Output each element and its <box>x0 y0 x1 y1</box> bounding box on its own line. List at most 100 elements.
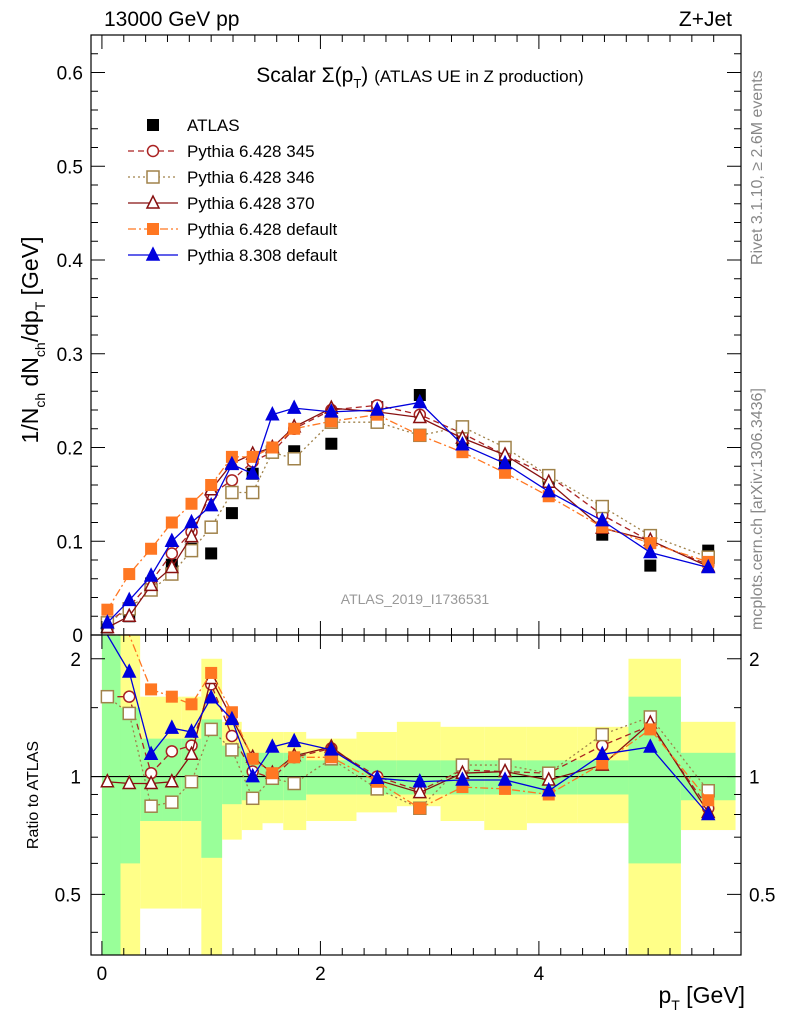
main-ylabel: 1/Nch dNch/dpT [GeV] <box>17 237 48 444</box>
data-point <box>287 776 301 791</box>
ylabel-a: 1/N <box>17 408 43 444</box>
data-point <box>203 689 219 704</box>
data-point <box>644 723 657 736</box>
data-point <box>184 774 199 789</box>
legend-marker <box>145 194 161 209</box>
legend-marker <box>147 223 159 235</box>
data-point <box>164 773 180 788</box>
data-point <box>204 520 218 534</box>
data-point <box>164 558 180 574</box>
y-tick-label: 0.1 <box>57 532 83 553</box>
data-point <box>286 732 302 748</box>
ylabel-g: [GeV] <box>17 237 43 302</box>
data-point <box>145 542 158 555</box>
data-point <box>165 745 179 758</box>
y-tick-label: 0.2 <box>57 439 83 460</box>
data-point <box>224 710 240 726</box>
data-point <box>644 559 657 572</box>
y-tick-label: 0.6 <box>57 64 83 85</box>
data-point <box>165 690 178 703</box>
series-line <box>106 414 709 611</box>
data-point <box>266 767 279 780</box>
ratio-ylabel: Ratio to ATLAS <box>25 741 42 849</box>
y-tick-label: 0.3 <box>57 345 83 366</box>
uncertainty-band-green <box>201 719 223 858</box>
data-point <box>288 751 301 764</box>
ratio-y-tick-label: 0.5 <box>55 885 81 906</box>
title-prefix: Scalar <box>256 64 321 87</box>
data-point <box>701 805 716 821</box>
data-point <box>184 745 199 761</box>
legend-marker <box>146 144 160 158</box>
ratio-series-group <box>100 634 716 821</box>
data-point <box>100 773 115 788</box>
uncertainty-band-green <box>222 745 242 805</box>
data-point <box>143 745 159 761</box>
data-point <box>596 757 609 770</box>
title-suffix: ) <box>361 64 368 87</box>
data-point <box>123 568 136 581</box>
rivet-label: Rivet 3.1.10, ≥ 2.6M events <box>749 70 766 265</box>
data-point <box>595 511 610 527</box>
xlabel-sub: T <box>671 997 680 1013</box>
xlabel-unit: [GeV] <box>680 982 745 1008</box>
data-point <box>245 767 260 783</box>
data-point <box>205 479 218 491</box>
y-tick-label: 0.5 <box>57 157 83 178</box>
ratio-y-tick-label: 2 <box>749 650 760 671</box>
legend: ATLAS Pythia 6.428 345 Pythia 6.428 346 Pyt… <box>128 116 338 265</box>
ylabel-d: ch <box>32 342 48 357</box>
title-rest: (ATLAS UE in Z production) <box>374 67 583 86</box>
data-point <box>165 795 179 809</box>
data-point <box>122 706 136 721</box>
data-point <box>541 482 556 498</box>
legend-label: Pythia 8.308 default <box>187 246 338 265</box>
legend-label: Pythia 6.428 346 <box>187 168 315 187</box>
data-point <box>287 452 301 466</box>
legend-marker <box>147 119 159 131</box>
data-point <box>412 783 428 799</box>
data-point <box>413 802 426 815</box>
ratio-y-tick-label: 1 <box>749 768 760 789</box>
data-point <box>122 607 137 622</box>
ylabel-f: T <box>32 301 48 310</box>
data-point <box>325 415 338 428</box>
data-point <box>165 547 179 560</box>
title-sub: T <box>353 76 361 91</box>
data-point <box>324 403 339 418</box>
data-point <box>245 485 260 500</box>
data-point <box>225 507 238 520</box>
data-point <box>164 719 180 734</box>
data-point <box>224 455 240 471</box>
y-tick-label: 0 <box>72 626 83 647</box>
data-point <box>205 666 218 679</box>
data-point <box>455 436 470 451</box>
legend-marker <box>145 246 161 261</box>
data-point <box>412 408 428 424</box>
ylabel-b: ch <box>32 393 48 408</box>
legend-label: Pythia 6.428 345 <box>187 142 315 161</box>
data-point <box>499 466 512 479</box>
data-point <box>144 799 158 813</box>
data-point <box>286 399 302 414</box>
analysis-id: ATLAS_2019_I1736531 <box>341 591 490 607</box>
data-point <box>184 527 199 543</box>
xlabel-p: p <box>658 982 671 1008</box>
x-tick-label: 0 <box>97 964 108 985</box>
data-point <box>185 698 198 711</box>
data-point <box>204 722 218 737</box>
data-point <box>499 782 512 795</box>
main-title: Scalar Σ(pT) (ATLAS UE in Z production) <box>256 64 583 91</box>
data-point <box>702 794 715 807</box>
series-line <box>106 401 709 624</box>
data-point <box>325 437 338 450</box>
data-point <box>265 406 280 421</box>
data-point <box>541 782 556 797</box>
mcplots-label: mcplots.cern.ch [arXiv:1306.3436] <box>749 388 766 630</box>
data-point <box>266 441 279 454</box>
ratio-y-tick-label: 2 <box>70 650 81 671</box>
ratio-y-tick-label: 1 <box>70 768 81 789</box>
main-axes: 0 0.1 0.2 0.3 0.4 0.5 0.6 <box>57 34 742 647</box>
data-point <box>100 689 115 704</box>
